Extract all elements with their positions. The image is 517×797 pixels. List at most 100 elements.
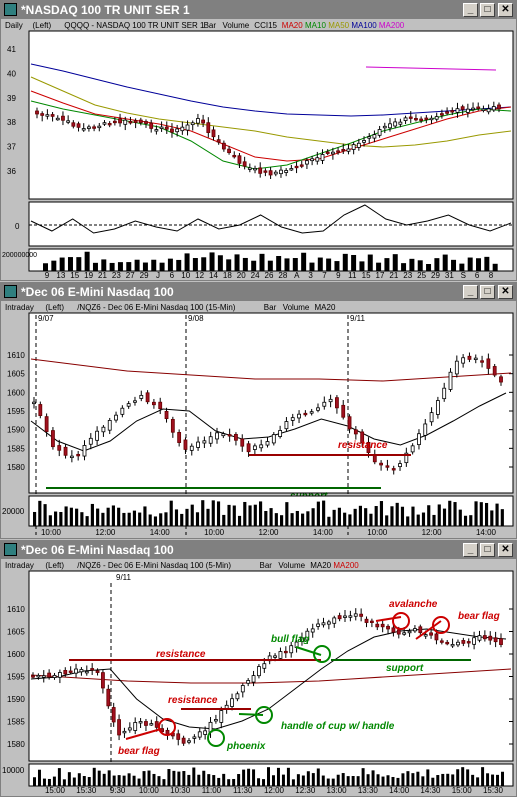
close-icon[interactable]: ✕ (498, 543, 513, 557)
daily-candle (310, 158, 315, 162)
minimize-icon[interactable]: _ (463, 3, 478, 17)
daily-candle (398, 121, 403, 125)
intraday-5min-chart[interactable]: Intraday (Left) /NQZ6 - Dec 06 E-Mini Nasd… (1, 559, 516, 796)
daily-candle (66, 120, 71, 123)
candle (101, 426, 106, 433)
candle (240, 685, 245, 693)
volume-bar (476, 777, 480, 786)
candle (300, 637, 304, 642)
volume-panel (28, 763, 514, 787)
volume-bar (367, 254, 373, 271)
maximize-icon[interactable]: □ (480, 285, 495, 299)
candle (316, 407, 320, 411)
volume-bar (366, 774, 370, 786)
x-tick-label: J (156, 271, 160, 280)
volume-bar (421, 776, 425, 786)
volume-bar (242, 257, 248, 271)
volume-bar (237, 515, 242, 526)
y-tick-label: 1595 (7, 407, 25, 416)
candle (398, 463, 402, 468)
candle (283, 650, 288, 654)
daily-candle (154, 129, 159, 132)
volume-bar (167, 258, 173, 271)
volume-bar (495, 503, 499, 526)
x-tick-label: 21 (98, 271, 107, 280)
candle (107, 420, 112, 431)
y-tick-label: 1595 (7, 673, 25, 682)
candle (57, 672, 62, 678)
daily-candle (50, 114, 55, 117)
volume-bar (416, 514, 420, 526)
daily-chart-window: *NASDAQ 100 TR UNIT SER 1 _ □ ✕ Daily (Le… (0, 0, 517, 281)
daily-candle (455, 108, 460, 113)
maximize-icon[interactable]: □ (480, 3, 495, 17)
volume-bar (471, 774, 475, 786)
daily-candle (330, 151, 335, 155)
volume-bar (417, 260, 423, 271)
daily-candle (434, 116, 439, 120)
x-tick-label: 14 (209, 271, 218, 280)
volume-bar (192, 767, 196, 786)
candle (32, 401, 36, 405)
volume-bar (164, 512, 168, 526)
volume-bar (436, 775, 440, 786)
daily-candle (242, 161, 247, 167)
daily-candle (227, 148, 231, 154)
ma200-line (365, 66, 497, 71)
title-bar[interactable]: *Dec 06 E-Mini Nasdaq 100 _ □ ✕ (1, 541, 516, 559)
volume-bar (458, 509, 462, 526)
volume-bar (209, 252, 215, 271)
daily-candle (497, 104, 501, 110)
volume-bar (337, 507, 341, 526)
minimize-icon[interactable]: _ (463, 285, 478, 299)
volume-bar (274, 513, 278, 526)
title-bar[interactable]: *Dec 06 E-Mini Nasdaq 100 _ □ ✕ (1, 283, 516, 301)
volume-bar (142, 771, 146, 786)
daily-candle (102, 122, 107, 125)
volume-bar (481, 767, 485, 786)
volume-bar (500, 509, 504, 526)
chart-symbol-label: /NQZ6 - Dec 06 E-Mini Nasdaq 100 (15-Min… (77, 303, 236, 312)
volume-bar (353, 508, 357, 526)
volume-bar (262, 779, 266, 786)
volume-bar (92, 262, 98, 271)
volume-bar (234, 254, 240, 271)
candle (227, 434, 232, 437)
daily-candle (465, 108, 470, 113)
close-icon[interactable]: ✕ (498, 3, 513, 17)
volume-bar (442, 254, 448, 271)
intraday-15min-chart[interactable]: Intraday (Left) /NQZ6 - Dec 06 E-Mini Nasd… (1, 301, 516, 538)
volume-bar (376, 774, 380, 786)
volume-bar (356, 776, 360, 786)
volume-bar (451, 259, 457, 271)
volume-bar (67, 257, 73, 271)
minimize-icon[interactable]: _ (463, 543, 478, 557)
candle (192, 736, 197, 739)
x-tick-label: 13 (56, 271, 65, 280)
close-icon[interactable]: ✕ (498, 285, 513, 299)
candle (385, 465, 390, 468)
volume-bar (466, 769, 470, 786)
daily-candle (87, 126, 91, 129)
candle (488, 635, 493, 641)
volume-bar (451, 774, 455, 786)
candle (284, 421, 289, 430)
ma200-line (30, 668, 512, 684)
title-bar[interactable]: *NASDAQ 100 TR UNIT SER 1 _ □ ✕ (1, 1, 516, 19)
indicator-legend-item: Bar (260, 561, 273, 570)
volume-bar (309, 262, 315, 271)
x-tick-label: 29 (140, 271, 149, 280)
candle (187, 740, 191, 743)
y-tick-label: 1585 (7, 718, 25, 727)
daily-candle (393, 121, 398, 127)
volume-scale-label: 200000000 (2, 252, 37, 259)
session-date-label: 9/07 (38, 314, 54, 323)
daily-price-chart[interactable]: Daily (Left) QQQQ - NASDAQ 100 TR UNIT SER… (1, 19, 516, 280)
daily-candle (253, 167, 257, 171)
daily-candle (211, 129, 216, 138)
resistance-annotation: resistance (168, 695, 218, 706)
daily-candle (128, 121, 133, 124)
maximize-icon[interactable]: □ (480, 543, 495, 557)
session-date-label: 9/11 (116, 573, 132, 582)
x-tick-label: 28 (278, 271, 287, 280)
